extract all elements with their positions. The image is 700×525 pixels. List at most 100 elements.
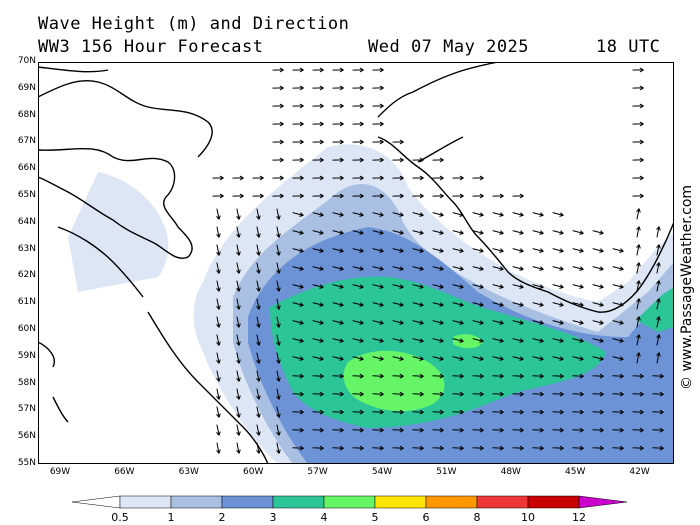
lat-label: 63N	[17, 243, 36, 254]
wave-arrow	[312, 338, 324, 343]
legend-tick: 4	[321, 511, 328, 524]
wave-arrow	[352, 266, 364, 271]
wave-arrow	[612, 338, 624, 343]
wave-arrow	[372, 338, 384, 343]
wave-arrow	[372, 373, 384, 379]
wave-arrow	[612, 356, 624, 361]
lat-label: 70N	[17, 56, 36, 66]
wave-arrow	[256, 424, 261, 436]
wave-arrow	[656, 226, 661, 238]
wave-arrow	[636, 334, 641, 346]
wave-arrow	[312, 67, 324, 73]
wave-arrow	[656, 244, 661, 256]
wave-arrow	[252, 193, 264, 199]
wave-arrow	[216, 226, 221, 238]
wave-arrow	[472, 356, 484, 361]
wave-arrow	[392, 302, 404, 307]
wave-arrow	[372, 212, 384, 217]
wave-arrow	[592, 284, 604, 289]
wave-arrow	[332, 445, 344, 451]
wave-arrow	[452, 193, 464, 199]
wave-arrow	[512, 266, 524, 271]
wave-arrow	[552, 248, 564, 253]
wave-arrow	[312, 391, 324, 397]
chart-title: Wave Height (m) and Direction	[38, 14, 350, 34]
lon-label: 48W	[500, 467, 521, 477]
wave-arrow	[572, 427, 584, 433]
wave-arrow	[632, 85, 644, 91]
wave-arrow	[372, 409, 384, 415]
wave-arrow	[236, 442, 241, 454]
wave-arrow	[492, 445, 504, 451]
wave-arrow	[292, 409, 304, 415]
wave-arrow	[332, 266, 344, 271]
wave-arrow	[292, 302, 304, 307]
wave-arrow	[592, 427, 604, 433]
lat-label: 60N	[17, 324, 36, 334]
legend-tick: 3	[270, 511, 277, 524]
wave-arrow	[412, 175, 424, 181]
wave-arrow	[652, 427, 664, 433]
legend-tick: 10	[521, 511, 535, 524]
wave-arrow	[432, 391, 444, 397]
wave-arrow	[532, 356, 544, 361]
wave-arrow	[292, 391, 304, 397]
lon-label: 60W	[243, 467, 264, 477]
wave-arrow	[452, 427, 464, 433]
wave-arrow	[572, 356, 584, 361]
wave-arrow	[452, 284, 464, 289]
wave-arrow	[272, 157, 284, 163]
wave-arrow	[216, 208, 221, 220]
wave-arrow	[216, 298, 221, 310]
wave-arrow	[612, 391, 624, 397]
wave-arrow	[276, 370, 281, 382]
wave-arrow	[472, 320, 484, 325]
wave-arrow	[332, 391, 344, 397]
wave-arrow	[412, 157, 424, 163]
wave-arrow	[532, 248, 544, 253]
wave-arrow	[492, 356, 504, 361]
wave-arrow	[332, 175, 344, 181]
wave-arrow	[552, 212, 564, 217]
wave-arrow	[312, 373, 324, 379]
legend-tick: 6	[423, 511, 430, 524]
wave-arrow	[636, 244, 641, 256]
wave-arrow	[572, 320, 584, 325]
wave-arrow	[216, 388, 221, 400]
legend-tick: 1	[168, 511, 175, 524]
wave-arrow	[292, 266, 304, 271]
wave-arrow	[216, 442, 221, 454]
wave-arrow	[492, 284, 504, 289]
forecast-time: 18 UTC	[596, 37, 661, 57]
wave-arrow	[652, 391, 664, 397]
wave-arrow	[256, 406, 261, 418]
wave-arrow	[352, 409, 364, 415]
wave-arrow	[432, 409, 444, 415]
wave-arrow	[352, 302, 364, 307]
wave-arrow	[392, 284, 404, 289]
wave-arrow	[532, 320, 544, 325]
wave-arrow	[432, 230, 444, 235]
legend-tick: 2	[219, 511, 226, 524]
wave-arrow	[232, 193, 244, 199]
wave-arrow	[592, 373, 604, 379]
wave-arrow	[512, 409, 524, 415]
wave-arrow	[512, 230, 524, 235]
wave-arrow	[412, 391, 424, 397]
legend-tick: 8	[474, 511, 481, 524]
wave-arrow	[216, 262, 221, 274]
wave-arrow	[352, 356, 364, 361]
wave-arrow	[492, 427, 504, 433]
wave-arrow	[452, 212, 464, 217]
wave-arrow	[512, 248, 524, 253]
wave-arrow	[592, 356, 604, 361]
wave-arrow	[572, 266, 584, 271]
wave-arrow	[256, 334, 261, 346]
wave-arrow	[532, 373, 544, 379]
wave-arrow	[372, 230, 384, 235]
wave-arrow	[612, 320, 624, 325]
wave-arrow	[656, 316, 661, 328]
wave-arrow	[472, 212, 484, 217]
wave-arrow	[292, 338, 304, 343]
wave-arrow	[492, 212, 504, 217]
